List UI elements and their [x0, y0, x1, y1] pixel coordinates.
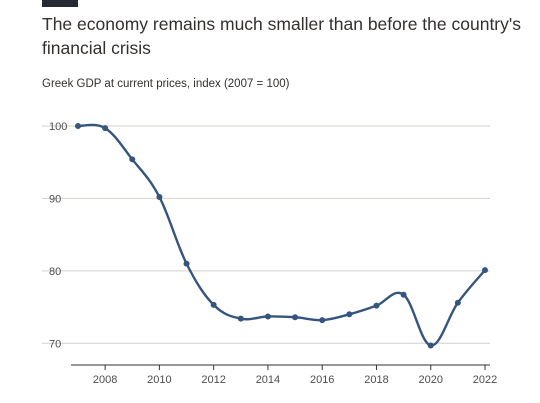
y-tick-label: 70: [49, 338, 61, 350]
x-tick-label: 2016: [310, 374, 334, 386]
y-tick-labels: 70 80 90 100: [49, 121, 67, 350]
x-tick-label: 2022: [473, 374, 497, 386]
data-point-2021: [454, 299, 461, 306]
chart-title: The economy remains much smaller than be…: [42, 14, 521, 58]
data-point-2020: [427, 342, 434, 349]
gdp-series-line: [76, 123, 487, 347]
data-point-2012: [210, 301, 217, 308]
chart-subtitle: Greek GDP at current prices, index (2007…: [42, 78, 290, 90]
data-point-2022: [482, 267, 488, 274]
data-point-2010: [156, 193, 163, 200]
data-point-2016: [319, 317, 326, 324]
data-point-2015: [292, 314, 299, 321]
x-tick-label: 2010: [147, 374, 171, 386]
x-tick-label: 2018: [364, 374, 388, 386]
data-point-2017: [346, 311, 353, 318]
data-point-2011: [183, 260, 190, 267]
data-point-2009: [129, 156, 136, 163]
y-tick-label: 100: [49, 121, 67, 133]
top-accent-rule: [42, 0, 78, 7]
data-point-2014: [264, 313, 271, 320]
x-axis: 2008 2010 2012 2014 2016 2018 2020 2022: [71, 364, 497, 386]
x-tick-label: 2020: [418, 374, 442, 386]
y-tick-label: 80: [49, 266, 61, 278]
data-point-2013: [237, 315, 244, 322]
data-points: [75, 123, 488, 349]
x-tick-label: 2014: [256, 374, 280, 386]
data-point-2018: [373, 302, 380, 309]
data-point-2019: [400, 291, 407, 298]
y-tick-label: 90: [49, 193, 61, 205]
x-tick-label: 2008: [93, 374, 117, 386]
data-point-2007: [75, 123, 81, 129]
x-tick-label: 2012: [201, 374, 225, 386]
y-gridlines: [42, 125, 490, 344]
data-point-2008: [102, 125, 109, 132]
